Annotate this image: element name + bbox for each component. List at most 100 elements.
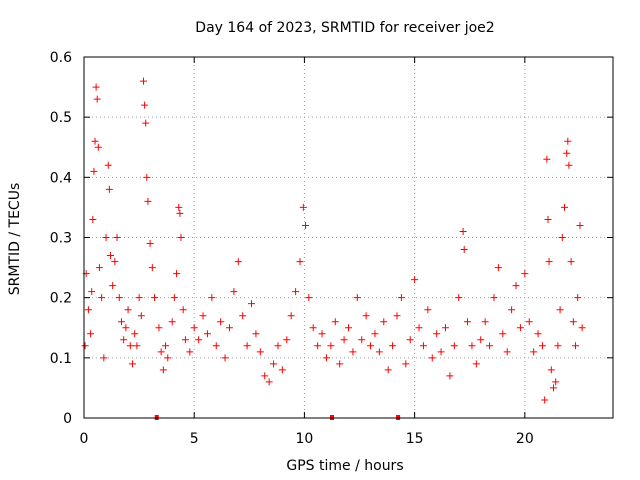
data-point bbox=[133, 342, 141, 350]
data-point bbox=[446, 372, 454, 380]
data-point bbox=[567, 258, 575, 266]
data-point bbox=[173, 270, 181, 278]
data-point bbox=[256, 348, 264, 356]
data-point bbox=[371, 330, 379, 338]
data-point bbox=[212, 342, 220, 350]
y-tick-label: 0.5 bbox=[50, 110, 72, 126]
data-point bbox=[424, 306, 432, 314]
data-point bbox=[486, 342, 494, 350]
data-point bbox=[221, 354, 229, 362]
data-point bbox=[574, 294, 582, 302]
data-point bbox=[547, 366, 555, 374]
data-point bbox=[459, 227, 467, 235]
data-point bbox=[296, 258, 304, 266]
data-point bbox=[98, 294, 106, 302]
data-point bbox=[358, 336, 366, 344]
data-point bbox=[340, 336, 348, 344]
data-point bbox=[208, 294, 216, 302]
data-point bbox=[234, 258, 242, 266]
data-point bbox=[389, 342, 397, 350]
data-point bbox=[292, 288, 300, 296]
data-point bbox=[433, 330, 441, 338]
x-tick-label: 15 bbox=[406, 431, 424, 447]
data-point bbox=[181, 336, 189, 344]
y-tick-label: 0.2 bbox=[50, 291, 72, 307]
data-point bbox=[503, 348, 511, 356]
data-point bbox=[117, 318, 125, 326]
data-point bbox=[460, 246, 468, 254]
data-point bbox=[179, 306, 187, 314]
data-point bbox=[186, 348, 194, 356]
data-point bbox=[230, 288, 238, 296]
data-point bbox=[309, 324, 317, 332]
data-point bbox=[552, 378, 560, 386]
data-point bbox=[146, 240, 154, 248]
data-point bbox=[538, 342, 546, 350]
data-point bbox=[549, 384, 557, 392]
data-point bbox=[105, 185, 113, 193]
data-point bbox=[544, 215, 552, 223]
data-point bbox=[578, 324, 586, 332]
y-tick-label: 0 bbox=[63, 411, 72, 427]
x-tick-label: 0 bbox=[80, 431, 89, 447]
data-point bbox=[93, 95, 101, 103]
data-point bbox=[336, 360, 344, 368]
data-point bbox=[541, 396, 549, 404]
data-point bbox=[477, 336, 485, 344]
data-point bbox=[91, 137, 99, 145]
data-point bbox=[287, 312, 295, 320]
data-point bbox=[90, 167, 98, 175]
data-point bbox=[148, 264, 156, 272]
data-point bbox=[327, 342, 335, 350]
tick-labels: 0 5 10 15 20 0 0.1 0.2 0.3 0.4 0.5 0.6 bbox=[50, 50, 534, 447]
grid bbox=[84, 57, 613, 418]
data-point bbox=[349, 348, 357, 356]
data-point bbox=[490, 294, 498, 302]
y-tick-label: 0.6 bbox=[50, 50, 72, 66]
data-point bbox=[111, 258, 119, 266]
data-point bbox=[428, 354, 436, 362]
data-point bbox=[190, 324, 198, 332]
chart-title: Day 164 of 2023, SRMTID for receiver joe… bbox=[195, 20, 494, 36]
data-point bbox=[131, 330, 139, 338]
data-point bbox=[177, 234, 185, 241]
data-point bbox=[314, 342, 322, 350]
data-point bbox=[494, 264, 502, 272]
data-point bbox=[508, 306, 516, 314]
data-point bbox=[89, 215, 97, 223]
data-point bbox=[441, 324, 449, 332]
data-point bbox=[543, 155, 551, 163]
data-point bbox=[561, 203, 569, 211]
data-point bbox=[512, 282, 520, 290]
data-point bbox=[283, 336, 291, 344]
data-point bbox=[534, 330, 542, 338]
data-point bbox=[450, 342, 458, 350]
data-point bbox=[302, 221, 310, 229]
x-tick-label: 5 bbox=[190, 431, 199, 447]
data-point bbox=[481, 318, 489, 326]
data-points bbox=[81, 77, 586, 420]
data-point bbox=[265, 378, 273, 386]
data-point bbox=[397, 294, 405, 302]
data-point bbox=[415, 324, 423, 332]
data-point bbox=[159, 366, 167, 374]
data-point bbox=[563, 149, 571, 157]
data-point bbox=[322, 354, 330, 362]
data-point bbox=[141, 101, 149, 109]
data-point bbox=[558, 234, 566, 241]
data-point bbox=[305, 294, 313, 302]
data-point bbox=[569, 318, 577, 326]
data-point bbox=[199, 312, 207, 320]
data-point bbox=[88, 288, 96, 296]
data-point bbox=[217, 318, 225, 326]
y-axis-label: SRMTID / TECUs bbox=[7, 183, 23, 296]
data-point bbox=[331, 318, 339, 326]
data-point bbox=[274, 342, 282, 350]
data-point bbox=[572, 342, 580, 350]
data-point bbox=[135, 294, 143, 302]
data-point bbox=[225, 324, 233, 332]
data-point bbox=[455, 294, 463, 302]
data-point bbox=[499, 330, 507, 338]
x-tick-label: 20 bbox=[516, 431, 534, 447]
